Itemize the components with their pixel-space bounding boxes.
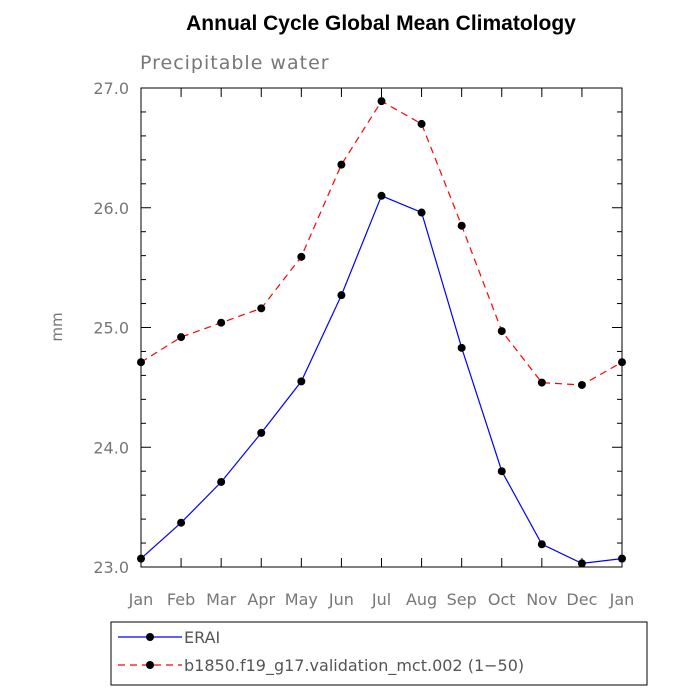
x-tick-label: Jun <box>328 590 354 609</box>
series-0-point <box>377 191 386 200</box>
y-axis-label: mm <box>48 312 66 341</box>
series-1-point <box>577 380 586 389</box>
chart-title: Annual Cycle Global Mean Climatology <box>186 12 576 35</box>
series-line-0 <box>140 195 623 565</box>
x-tick-label: May <box>285 590 318 609</box>
legend-label-0: ERAI <box>184 628 220 647</box>
chart-subtitle: Precipitable water <box>140 52 330 74</box>
series-0-point <box>457 343 466 352</box>
x-tick-label: Jan <box>609 590 635 609</box>
series-0-point <box>177 518 186 527</box>
x-tick-label: Dec <box>566 590 597 609</box>
x-tick-label: Apr <box>247 590 275 609</box>
series-0-point <box>537 540 546 549</box>
series-1-point <box>618 358 626 367</box>
series-0-point <box>217 477 226 486</box>
legend-marker-1 <box>146 661 154 669</box>
y-tick-label: 25.0 <box>93 319 129 338</box>
series-1-point <box>337 160 346 169</box>
series-0-point <box>257 428 266 437</box>
y-tick-label: 24.0 <box>93 438 129 457</box>
x-tick-label: Jan <box>128 590 154 609</box>
series-1-point <box>217 318 226 327</box>
y-tick-label: 27.0 <box>93 79 129 98</box>
series-line-1 <box>140 100 623 386</box>
x-tick-label: Nov <box>526 590 557 609</box>
series-0-point <box>337 291 346 300</box>
x-tick-label: Feb <box>167 590 195 609</box>
x-tick-label: Aug <box>406 590 437 609</box>
series-0-point <box>618 554 626 563</box>
series-1-point <box>377 97 386 106</box>
series-layer <box>137 97 626 568</box>
series-1-point <box>297 252 306 261</box>
series-1-point <box>257 304 266 313</box>
y-tick-label: 23.0 <box>93 558 129 577</box>
series-1-point <box>417 119 426 128</box>
legend: ERAI b1850.f19_g17.validation_mct.002 (1−… <box>110 621 648 686</box>
x-tick-label: Oct <box>488 590 516 609</box>
series-0-point <box>497 467 506 476</box>
series-1-point <box>537 378 546 387</box>
series-0-point <box>577 559 586 568</box>
series-1-point <box>177 333 186 342</box>
series-1-point <box>497 327 506 336</box>
legend-label-1: b1850.f19_g17.validation_mct.002 (1−50) <box>184 656 524 676</box>
y-tick-label: 26.0 <box>93 199 129 218</box>
series-0-point <box>137 554 145 563</box>
series-0-point <box>297 377 306 386</box>
series-0-point <box>417 208 426 217</box>
series-1-point <box>457 221 466 230</box>
legend-marker-0 <box>146 633 154 641</box>
series-1-point <box>137 358 145 367</box>
legend-box <box>110 621 648 686</box>
plot-frame <box>140 87 623 568</box>
x-tick-label: Mar <box>206 590 237 609</box>
ticks-layer: 23.0 24.0 25.0 26.0 27.0 Jan Feb Mar Apr May Jun Ju… <box>93 79 634 609</box>
x-tick-label: Jul <box>371 590 391 609</box>
x-tick-label: Sep <box>447 590 477 609</box>
